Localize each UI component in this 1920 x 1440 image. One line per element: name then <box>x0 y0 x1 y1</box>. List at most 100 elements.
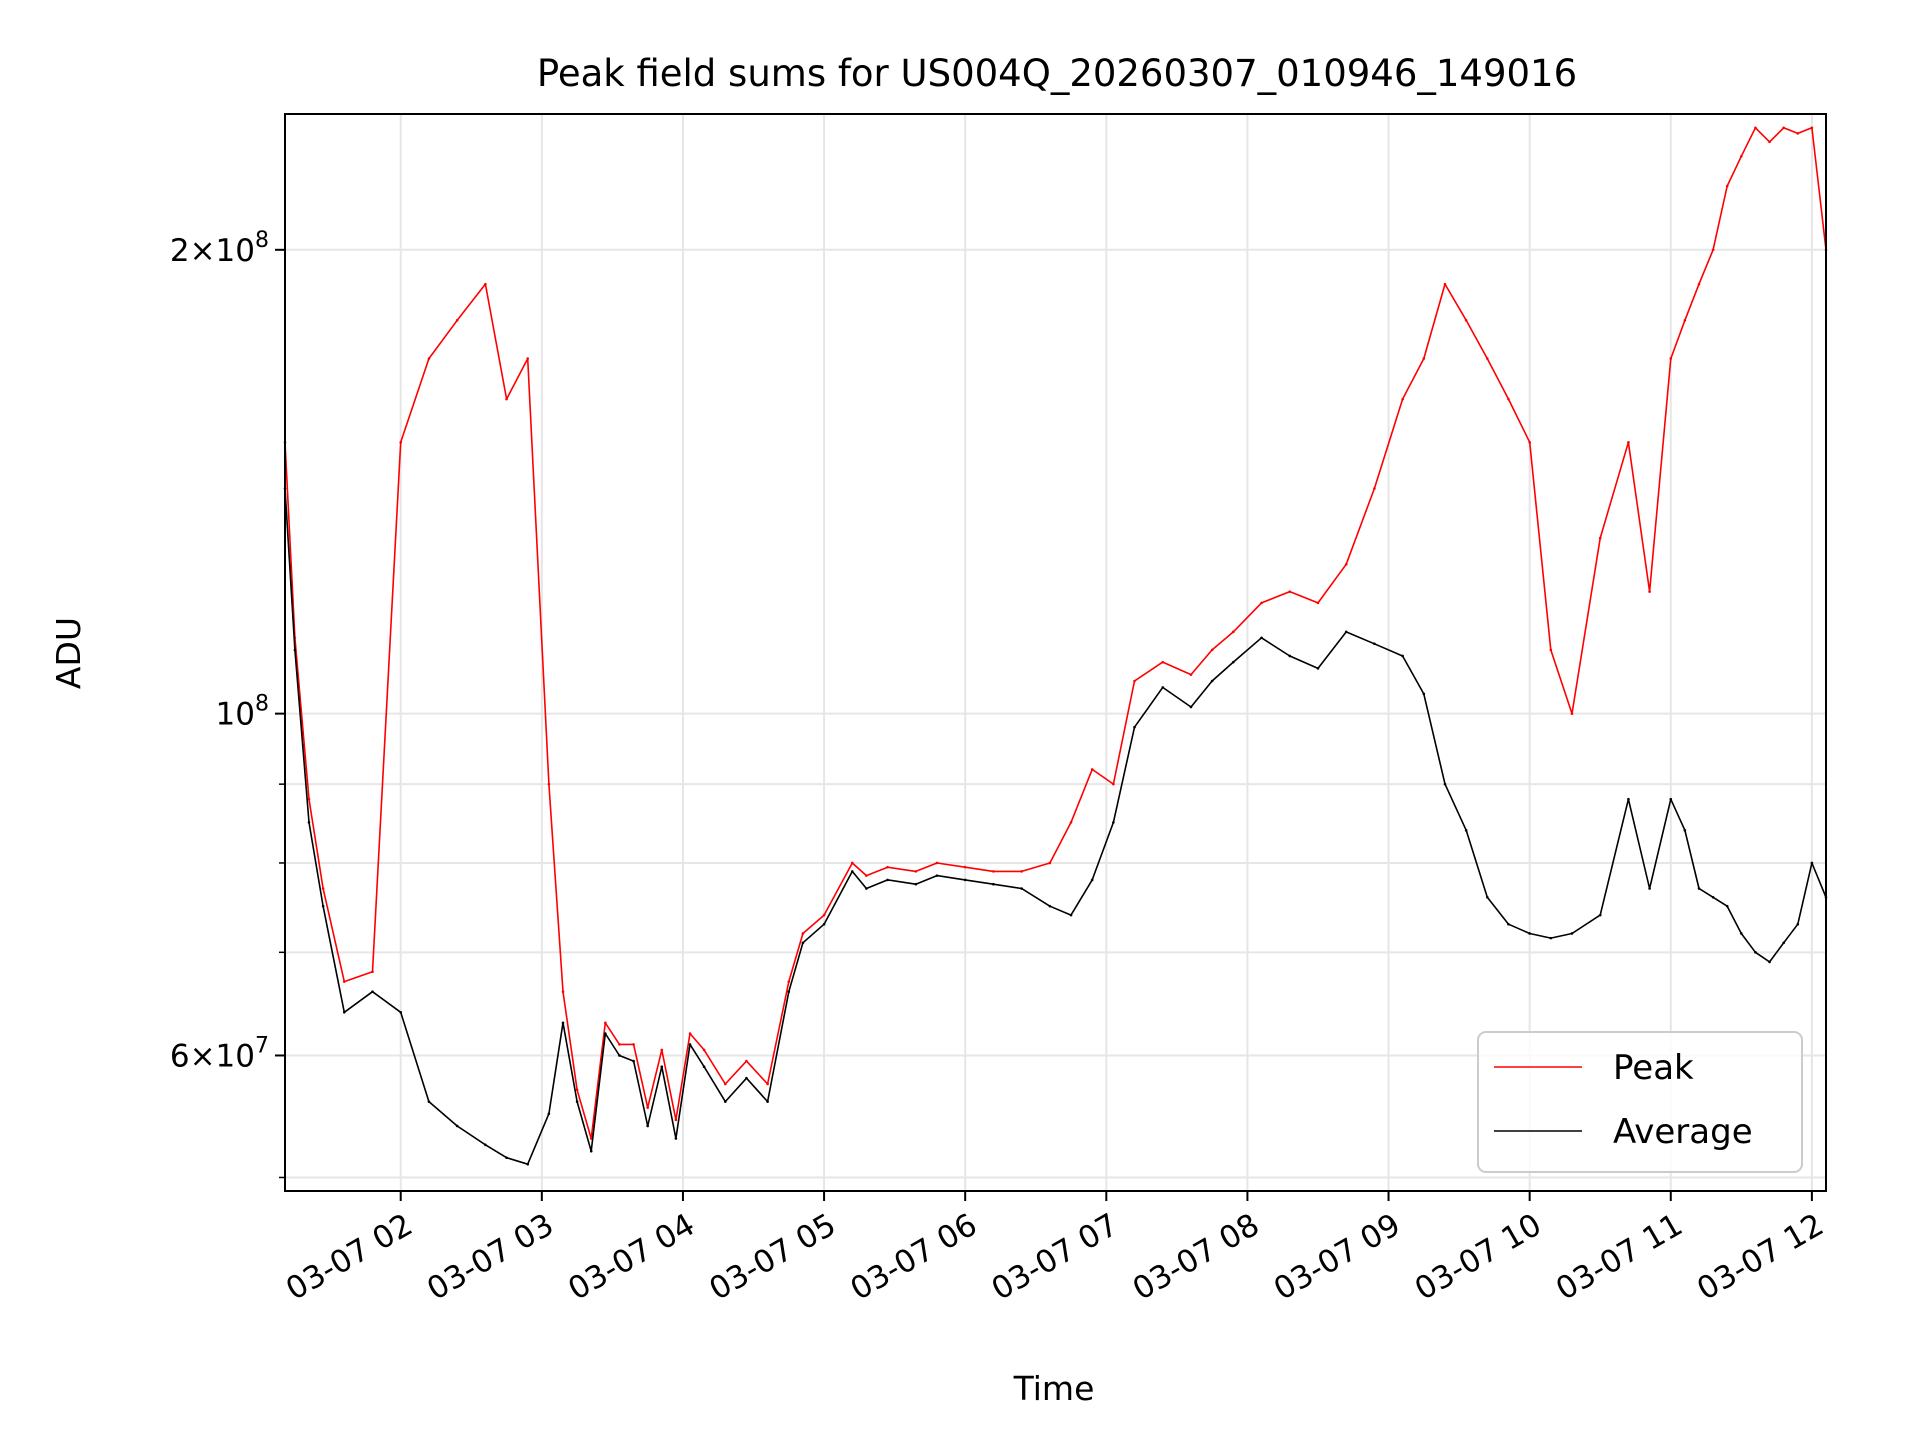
data-point-peak <box>321 887 325 890</box>
data-point-average <box>801 941 805 945</box>
data-point-average <box>1189 705 1193 709</box>
data-point-average <box>1768 960 1771 964</box>
y-tick-label: 108 <box>216 692 269 733</box>
data-point-peak <box>702 1048 706 1052</box>
data-point-average <box>1549 936 1553 940</box>
data-point-peak <box>455 319 459 322</box>
y-axis-label: ADU <box>49 617 88 689</box>
data-point-average <box>1486 895 1489 899</box>
data-point-average <box>1507 922 1510 926</box>
data-point-peak <box>646 1106 649 1109</box>
data-point-average <box>1810 861 1814 865</box>
data-point-peak <box>1344 563 1348 566</box>
series-line-peak <box>284 127 1827 1140</box>
data-point-peak <box>674 1118 678 1122</box>
data-point-average <box>1528 932 1531 935</box>
data-point-average <box>787 990 791 993</box>
data-point-average <box>307 821 311 824</box>
data-point-peak <box>766 1082 769 1086</box>
y-tick-label: 2×108 <box>170 228 269 269</box>
data-point-average <box>632 1059 635 1063</box>
data-point-average <box>992 882 995 886</box>
data-point-average <box>1683 829 1687 832</box>
data-point-average <box>371 990 374 993</box>
data-point-average <box>1210 679 1214 683</box>
data-point-peak <box>307 797 311 801</box>
data-point-peak <box>1627 441 1630 444</box>
data-point-peak <box>1020 870 1023 873</box>
data-point-peak <box>1507 397 1510 401</box>
data-point-average <box>1048 904 1052 908</box>
data-point-average <box>1648 887 1651 890</box>
data-point-average <box>293 648 297 652</box>
data-point-average <box>963 878 967 882</box>
data-point-average <box>1020 887 1023 890</box>
data-point-average <box>1627 797 1630 801</box>
data-point-average <box>484 1143 487 1147</box>
data-point-peak <box>618 1043 621 1046</box>
data-point-average <box>1344 630 1348 634</box>
data-point-average <box>1754 951 1757 954</box>
data-point-peak <box>371 970 374 974</box>
data-point-average <box>589 1149 593 1153</box>
x-axis-label: Time <box>1013 1369 1095 1408</box>
data-point-peak <box>1740 154 1743 158</box>
data-point-average <box>575 1100 579 1103</box>
legend: Peak Average <box>1477 1031 1803 1173</box>
data-point-peak <box>1422 357 1426 360</box>
data-point-average <box>688 1043 692 1046</box>
chart-title: Peak field sums for US004Q_20260307_0109… <box>537 52 1577 95</box>
data-point-peak <box>1486 357 1489 360</box>
data-point-peak <box>342 980 346 983</box>
data-point-peak <box>1210 648 1214 652</box>
data-point-peak <box>1048 861 1052 865</box>
data-point-average <box>822 922 826 926</box>
data-point-peak <box>822 913 826 917</box>
data-point-peak <box>660 1048 664 1052</box>
data-point-peak <box>1549 648 1553 652</box>
data-point-peak <box>1669 357 1673 360</box>
data-point-average <box>1232 660 1235 664</box>
data-point-average <box>674 1137 678 1140</box>
data-point-average <box>455 1124 459 1128</box>
data-point-peak <box>1796 132 1800 135</box>
legend-average-label: Average <box>1613 1112 1753 1152</box>
data-point-peak <box>1189 673 1193 676</box>
data-point-average <box>1725 904 1729 908</box>
data-point-peak <box>1112 782 1115 786</box>
data-point-peak <box>1161 660 1165 664</box>
data-point-average <box>1796 922 1800 926</box>
data-point-average <box>1464 829 1468 832</box>
data-point-peak <box>1711 248 1715 252</box>
data-point-average <box>646 1124 649 1128</box>
plot-series <box>283 126 1828 1166</box>
data-point-average <box>1740 932 1743 935</box>
data-point-average <box>1288 654 1292 658</box>
data-point-peak <box>1570 712 1574 715</box>
plot-frame <box>284 113 1827 1192</box>
data-point-peak <box>787 980 791 983</box>
y-tick-label: 6×107 <box>170 1033 269 1074</box>
data-point-peak <box>1133 679 1136 683</box>
data-point-peak <box>935 861 939 865</box>
data-point-average <box>1401 654 1404 658</box>
data-point-average <box>1422 692 1426 696</box>
data-point-peak <box>992 870 995 873</box>
data-point-average <box>660 1065 664 1069</box>
data-point-average <box>604 1032 607 1035</box>
data-point-peak <box>1768 140 1771 144</box>
data-point-average <box>561 1021 565 1025</box>
data-point-peak <box>1316 601 1320 605</box>
data-point-average <box>1069 913 1073 917</box>
data-point-peak <box>865 874 868 877</box>
data-point-peak <box>963 865 967 869</box>
data-point-peak <box>886 865 889 869</box>
data-point-average <box>526 1162 530 1166</box>
data-point-average <box>427 1100 431 1103</box>
data-point-average <box>342 1010 346 1014</box>
data-point-average <box>702 1065 706 1069</box>
data-point-average <box>1161 686 1165 689</box>
data-point-average <box>1443 782 1447 786</box>
data-point-peak <box>688 1032 692 1035</box>
